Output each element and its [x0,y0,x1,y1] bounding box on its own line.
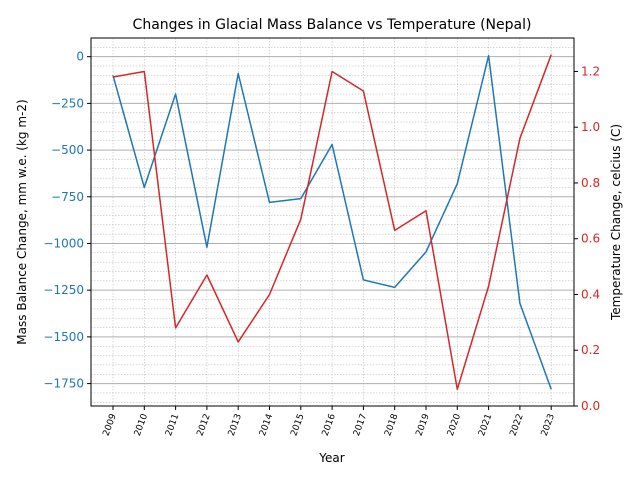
y-axis-label: Mass Balance Change, mm w.e. (kg m-2) [15,99,29,344]
y2-tick-label: 0.8 [581,176,600,190]
grid [91,37,574,406]
y-tick-label: −1000 [43,236,84,250]
y2-tick-label: 1.0 [581,120,600,134]
x-axis-label: Year [318,451,344,465]
y2-tick-label: 0.6 [581,232,600,246]
y-tick-label: −1750 [43,377,84,391]
y-tick-label: −250 [51,96,84,110]
y2-axis-label: Temperature Change, celcius (C) [609,124,623,321]
chart-title: Changes in Glacial Mass Balance vs Tempe… [133,17,532,33]
left-axis: 0 −250 −500 −750 −1000 −1250 −1500 −1750 [43,50,91,391]
y2-tick-label: 0.0 [581,399,600,413]
series-line-temperature [112,54,552,391]
y2-tick-label: 0.4 [581,287,600,301]
y-tick-label: 0 [76,50,84,64]
right-axis: 0.0 0.2 0.4 0.6 0.8 1.0 1.2 [574,64,600,413]
series-lines [112,54,552,391]
y2-tick-label: 0.2 [581,343,600,357]
y-tick-label: −750 [51,190,84,204]
y-tick-label: −500 [51,143,84,157]
y-tick-label: −1250 [43,283,84,297]
y2-tick-label: 1.2 [581,64,600,78]
series-line-mass-balance [112,54,552,390]
y-tick-label: −1500 [43,330,84,344]
